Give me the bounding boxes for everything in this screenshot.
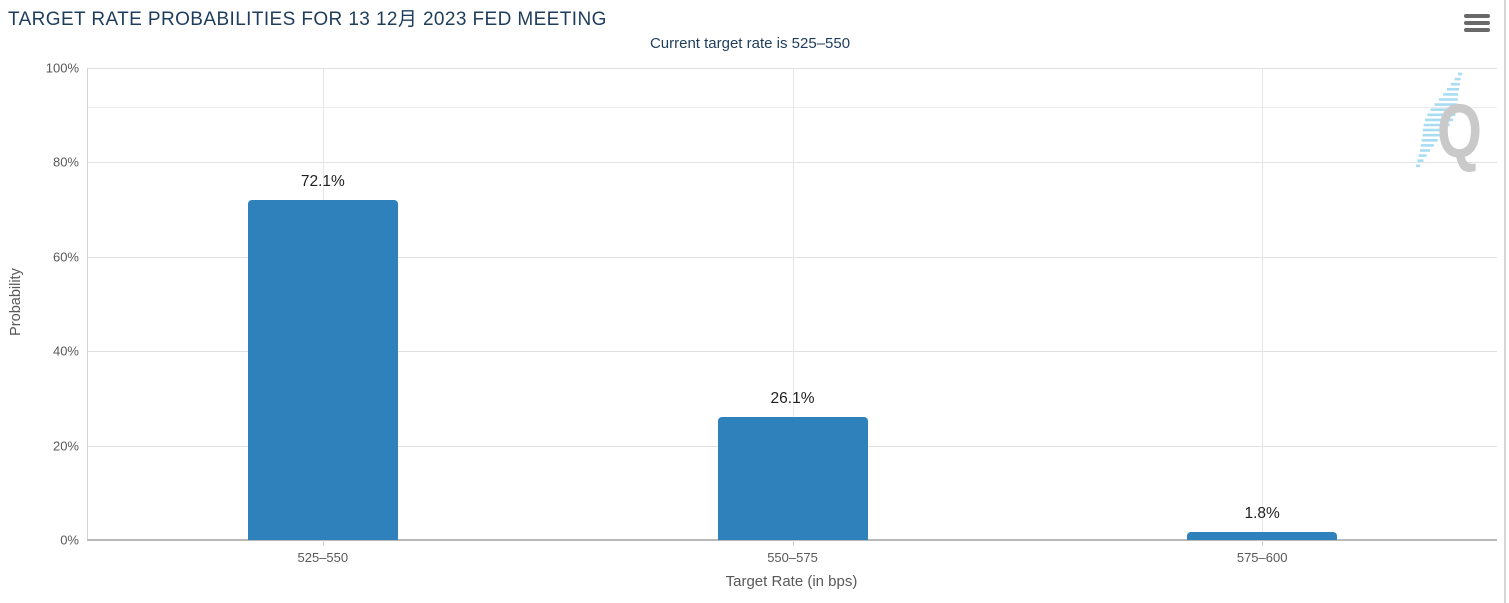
x-tick-label: 575–600 xyxy=(1236,550,1288,565)
hamburger-menu-icon[interactable] xyxy=(1461,11,1493,37)
x-axis-tick xyxy=(792,540,794,546)
x-axis-line xyxy=(87,539,1497,541)
x-gridline xyxy=(1262,68,1264,540)
y-tick-label: 80% xyxy=(52,154,79,170)
x-tick-label: 525–550 xyxy=(297,550,349,565)
bar-value-label: 1.8% xyxy=(1244,504,1280,522)
hamburger-bar xyxy=(1464,13,1490,18)
plot-area: 0% 20% 40% 60% 80% 100% 72.1% 525–550 26.1% 550–5… xyxy=(46,61,1497,565)
x-axis-title: Target Rate (in bps) xyxy=(725,573,858,590)
hamburger-bar xyxy=(1464,20,1490,25)
chart-bar[interactable] xyxy=(1187,531,1338,540)
y-axis-title: Probability xyxy=(8,268,24,336)
y-tick-label: 60% xyxy=(52,249,79,265)
x-tick-label: 550–575 xyxy=(767,550,818,565)
x-axis-tick xyxy=(1262,540,1264,546)
chart-bar[interactable] xyxy=(247,199,398,540)
chart-bar[interactable] xyxy=(717,416,868,540)
bar-value-label: 26.1% xyxy=(770,389,815,407)
right-edge-divider xyxy=(1504,0,1506,603)
bar-value-label: 72.1% xyxy=(300,172,345,190)
x-axis-tick xyxy=(322,540,324,546)
y-tick-label: 40% xyxy=(52,343,79,359)
chart-title: TARGET RATE PROBABILITIES FOR 13 12月 202… xyxy=(8,9,607,30)
y-tick-label: 100% xyxy=(45,60,79,76)
y-tick-label: 20% xyxy=(52,438,79,454)
y-tick-label: 0% xyxy=(60,532,79,548)
hamburger-bar xyxy=(1464,27,1490,32)
x-gridline xyxy=(792,68,794,540)
chart-subtitle: Current target rate is 525–550 xyxy=(649,35,851,52)
